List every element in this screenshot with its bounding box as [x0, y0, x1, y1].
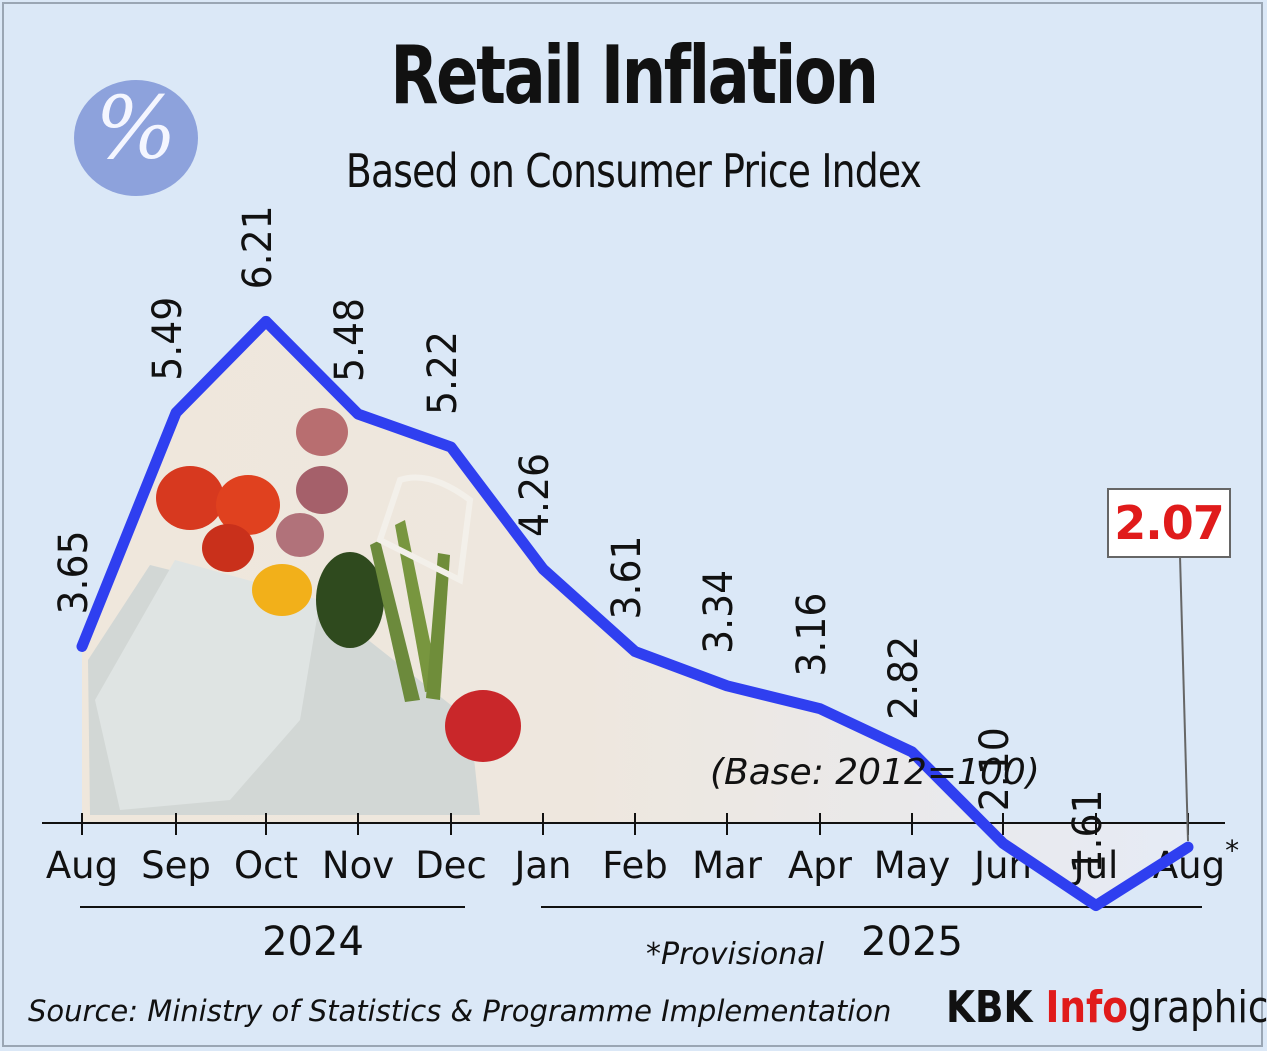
data-label: 3.16: [789, 593, 835, 677]
x-tick-label: May: [874, 844, 951, 887]
data-label: 3.34: [696, 570, 742, 654]
chart-subtitle: Based on Consumer Price Index: [345, 144, 922, 198]
x-tick-label: Dec: [415, 844, 487, 887]
x-tick-label: Nov: [322, 844, 394, 887]
x-tick-label: Oct: [234, 844, 298, 887]
brand-part3: graphics: [1128, 982, 1267, 1033]
percent-symbol: %: [95, 79, 177, 179]
brand-part1: KBK: [946, 982, 1046, 1033]
chart-title: Retail Inflation: [390, 29, 879, 122]
groceries-illustration: [88, 408, 521, 815]
percent-badge-icon: %: [74, 80, 198, 196]
x-tick-label: Feb: [602, 844, 668, 887]
x-tick-label: Mar: [692, 844, 763, 887]
data-label: 5.49: [145, 297, 191, 381]
year-label: 2025: [861, 919, 963, 965]
callout-pointer: [1179, 555, 1189, 842]
x-tick-label: Jan: [512, 844, 571, 887]
highlight-value: 2.07: [1114, 496, 1224, 550]
base-note: (Base: 2012=100): [710, 752, 1040, 793]
year-label: 2024: [262, 919, 364, 965]
brand-part2: Info: [1045, 982, 1129, 1033]
data-label: 2.82: [881, 636, 927, 720]
data-label: 2.10: [972, 727, 1018, 811]
data-label: 6.21: [235, 205, 281, 289]
x-tick-label: Jul: [1072, 844, 1119, 887]
data-label: 5.48: [327, 298, 373, 382]
x-tick-label: Sep: [141, 844, 211, 887]
brand-logo: KBK Infographics: [946, 986, 1267, 1030]
x-tick-label: Aug: [46, 844, 118, 887]
source-note: Source: Ministry of Statistics & Program…: [28, 994, 892, 1028]
data-label: 4.26: [512, 453, 558, 537]
provisional-note: *Provisional: [646, 937, 824, 972]
series-line-cpi: [76, 315, 1194, 912]
data-label: 3.65: [51, 530, 97, 614]
data-label: 3.61: [604, 536, 650, 620]
data-label: 1.61: [1065, 790, 1111, 874]
highlight-value-callout: 2.07: [1107, 488, 1231, 558]
x-tick-label: Apr: [788, 844, 853, 887]
data-label: 5.22: [420, 331, 466, 415]
